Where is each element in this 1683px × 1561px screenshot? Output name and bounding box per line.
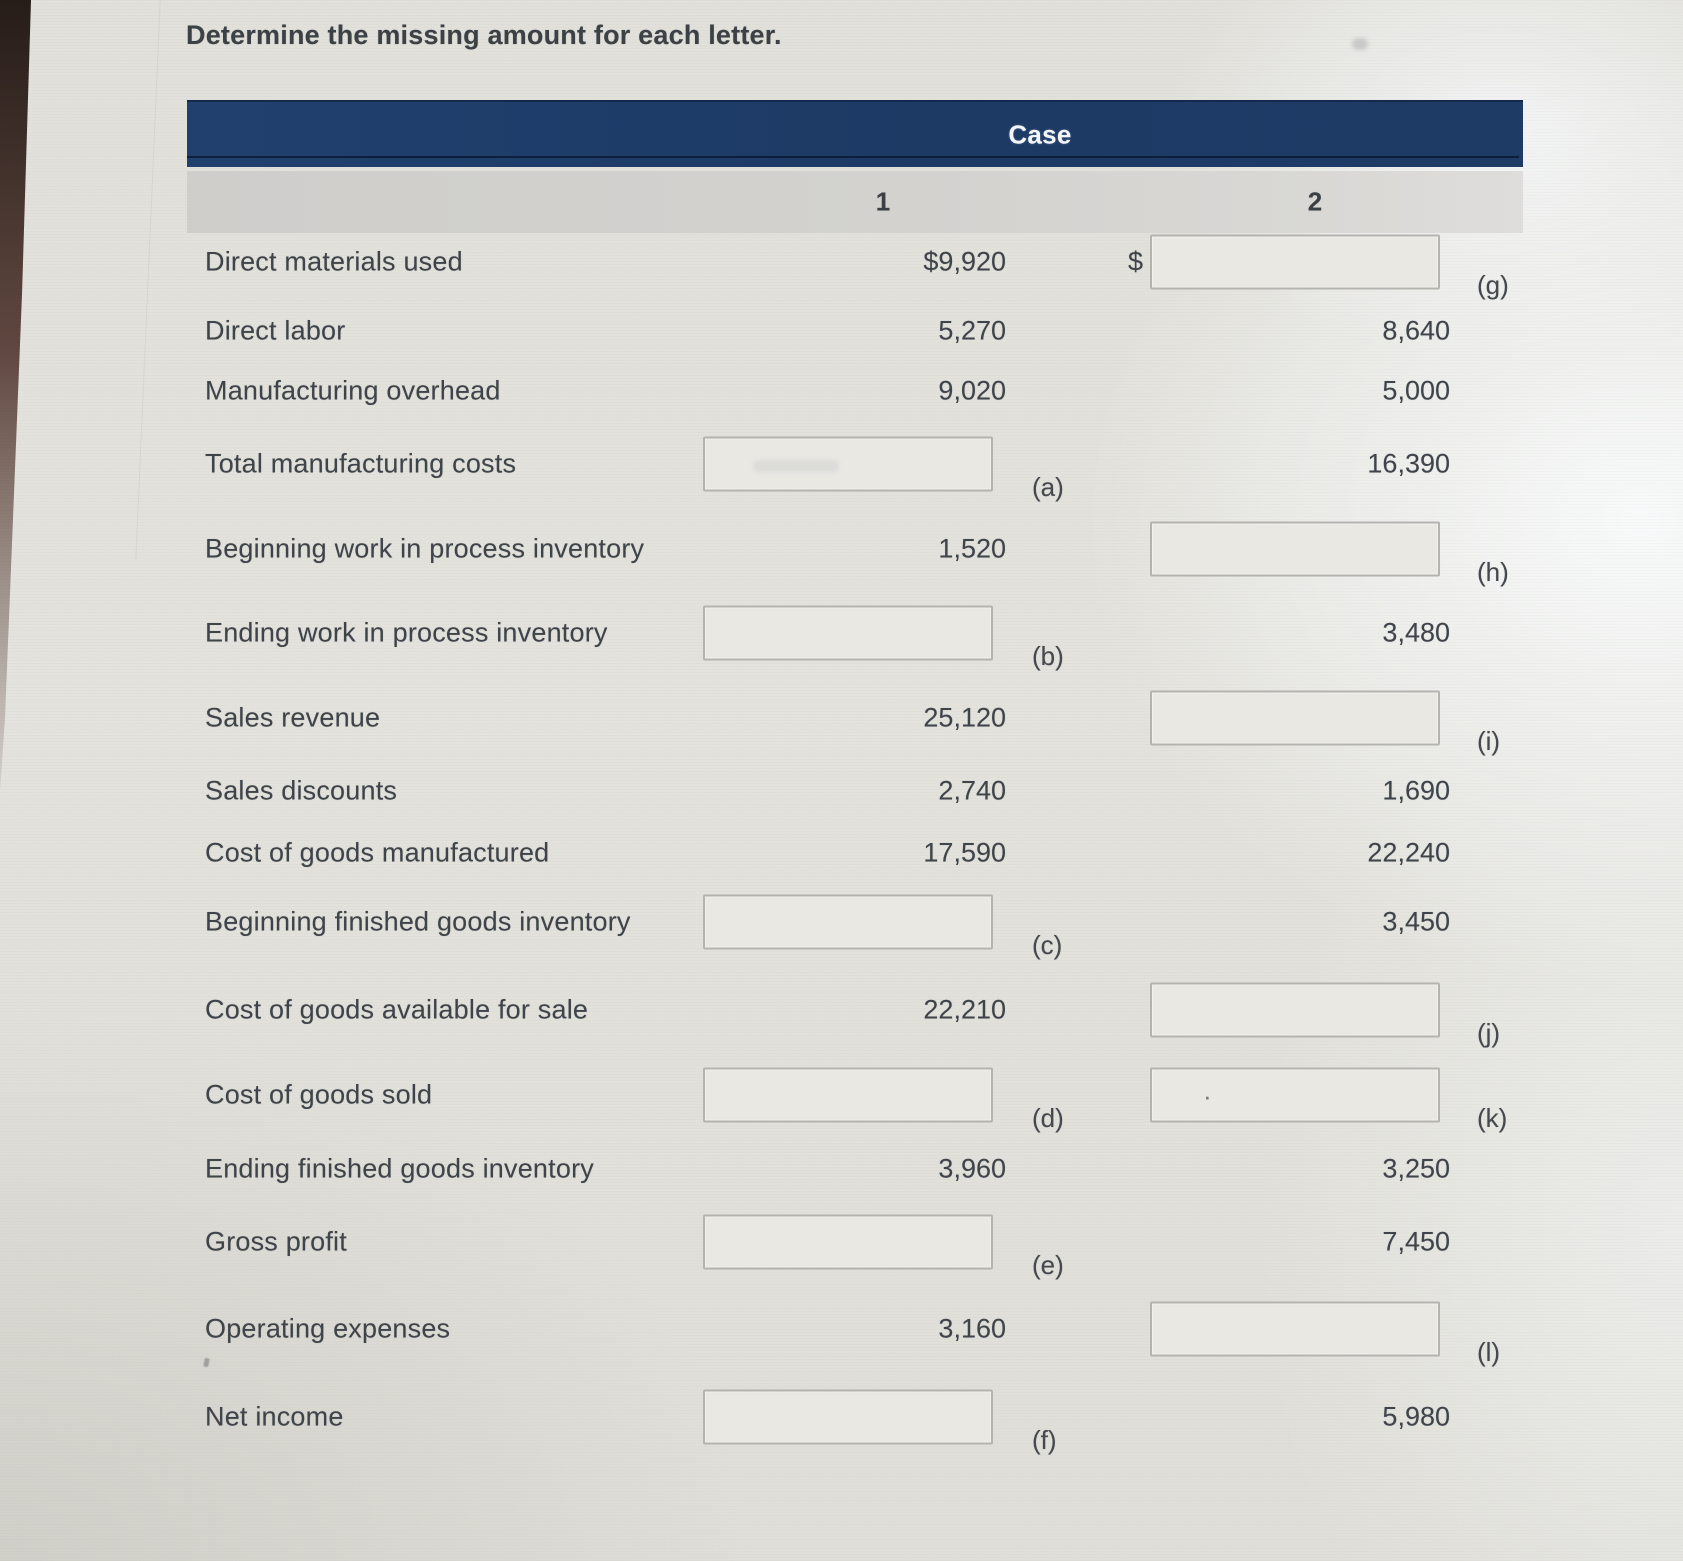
stray-dot: · <box>1203 1081 1212 1111</box>
table-row-manufacturing-overhead: Manufacturing overhead 9,020 5,000 <box>187 363 1523 419</box>
case2-value: 1,690 <box>1382 775 1450 806</box>
case2-value: 3,250 <box>1382 1153 1450 1184</box>
row-label: Ending work in process inventory <box>205 617 608 648</box>
case1-value: 3,960 <box>938 1153 1006 1184</box>
case-header-bar: Case <box>187 100 1523 167</box>
case1-value: 5,270 <box>938 315 1006 346</box>
case1-letter: (a) <box>1032 472 1064 502</box>
case2-currency-symbol: $ <box>1128 246 1144 277</box>
case1-input-f[interactable] <box>703 1389 993 1445</box>
row-label: Sales revenue <box>205 702 381 733</box>
row-label: Operating expenses <box>205 1313 451 1344</box>
case1-value: 2,740 <box>938 775 1006 806</box>
photo-left-bezel <box>0 0 31 792</box>
case2-input-i[interactable] <box>1150 690 1440 746</box>
case1-letter: (b) <box>1032 641 1064 671</box>
case1-letter: (c) <box>1032 930 1063 960</box>
case2-value: 22,240 <box>1367 837 1450 868</box>
column-header-1: 1 <box>875 186 891 217</box>
case1-input-d[interactable] <box>703 1067 993 1123</box>
row-label: Manufacturing overhead <box>205 375 501 406</box>
case2-letter: (i) <box>1477 726 1501 756</box>
page-title: Determine the missing amount for each le… <box>186 20 782 50</box>
table-row-beginning-wip-inventory: Beginning work in process inventory 1,52… <box>187 521 1523 587</box>
screen-smudge <box>753 460 839 472</box>
case2-letter: (g) <box>1477 270 1509 300</box>
case1-value: 17,590 <box>923 837 1006 868</box>
row-label: Beginning finished goods inventory <box>205 906 631 937</box>
case-header-label: Case <box>1008 119 1072 149</box>
case1-value: 25,120 <box>923 702 1006 733</box>
dust-speck <box>1352 38 1368 50</box>
case1-value: 3,160 <box>938 1313 1006 1344</box>
case1-letter: (f) <box>1032 1425 1057 1455</box>
case1-input-b[interactable] <box>703 605 993 661</box>
case1-value: 22,210 <box>923 994 1006 1025</box>
photo-seam <box>135 0 162 560</box>
case1-input-e[interactable] <box>703 1214 993 1270</box>
case2-letter: (k) <box>1477 1103 1508 1133</box>
row-label: Sales discounts <box>205 775 398 806</box>
row-label: Ending finished goods inventory <box>205 1153 594 1184</box>
case2-letter: (h) <box>1477 557 1509 587</box>
table-row-ending-fg-inventory: Ending finished goods inventory 3,960 3,… <box>187 1141 1523 1197</box>
row-label: Cost of goods available for sale <box>205 994 589 1025</box>
case2-value: 5,000 <box>1382 375 1450 406</box>
table-row-net-income: Net income (f) 5,980 <box>187 1389 1523 1455</box>
case1-value: $9,920 <box>923 246 1006 277</box>
case1-input-a[interactable] <box>703 436 993 492</box>
table-row-total-manufacturing-costs: Total manufacturing costs (a) 16,390 <box>187 436 1523 502</box>
case2-input-k[interactable] <box>1150 1067 1440 1123</box>
case2-letter: (l) <box>1477 1337 1501 1367</box>
case1-value: 9,020 <box>938 375 1006 406</box>
table-row-sales-revenue: Sales revenue 25,120 (i) <box>187 690 1523 756</box>
case2-value: 8,640 <box>1382 315 1450 346</box>
column-header-row: 1 2 <box>187 171 1523 233</box>
table-row-ending-wip-inventory: Ending work in process inventory (b) 3,4… <box>187 605 1523 671</box>
row-label: Cost of goods manufactured <box>205 837 550 868</box>
case2-value: 16,390 <box>1367 448 1450 479</box>
table-row-cost-of-goods-manufactured: Cost of goods manufactured 17,590 22,240 <box>187 825 1523 881</box>
case2-value: 3,450 <box>1382 906 1450 937</box>
case1-input-c[interactable] <box>703 894 993 950</box>
table-row-sales-discounts: Sales discounts 2,740 1,690 <box>187 763 1523 819</box>
row-label: Gross profit <box>205 1226 347 1257</box>
case2-value: 7,450 <box>1382 1226 1450 1257</box>
row-label: Direct materials used <box>205 246 463 277</box>
case2-input-j[interactable] <box>1150 982 1440 1038</box>
table-row-gross-profit: Gross profit (e) 7,450 <box>187 1214 1523 1280</box>
row-label: Cost of goods sold <box>205 1079 433 1110</box>
case2-input-h[interactable] <box>1150 521 1440 577</box>
case1-value: 1,520 <box>938 533 1006 564</box>
case1-letter: (d) <box>1032 1103 1064 1133</box>
case2-letter: (j) <box>1477 1018 1501 1048</box>
table-row-cost-of-goods-available: Cost of goods available for sale 22,210 … <box>187 982 1523 1048</box>
case2-value: 3,480 <box>1382 617 1450 648</box>
table-row-beginning-fg-inventory: Beginning finished goods inventory (c) 3… <box>187 894 1523 960</box>
case1-letter: (e) <box>1032 1250 1064 1280</box>
case2-input-l[interactable] <box>1150 1301 1440 1357</box>
table-row-cost-of-goods-sold: Cost of goods sold (d) · (k) <box>187 1067 1523 1133</box>
column-header-2: 2 <box>1307 186 1323 217</box>
dust-speck <box>203 1357 210 1368</box>
row-label: Total manufacturing costs <box>205 448 517 479</box>
row-label: Beginning work in process inventory <box>205 533 645 564</box>
table-row-direct-labor: Direct labor 5,270 8,640 <box>187 303 1523 359</box>
table-row-direct-materials-used: Direct materials used $9,920 $ (g) <box>187 234 1523 300</box>
row-label: Net income <box>205 1401 344 1432</box>
table-row-operating-expenses: Operating expenses 3,160 (l) <box>187 1301 1523 1367</box>
case2-value: 5,980 <box>1382 1401 1450 1432</box>
row-label: Direct labor <box>205 315 346 346</box>
case2-input-g[interactable] <box>1150 234 1440 290</box>
